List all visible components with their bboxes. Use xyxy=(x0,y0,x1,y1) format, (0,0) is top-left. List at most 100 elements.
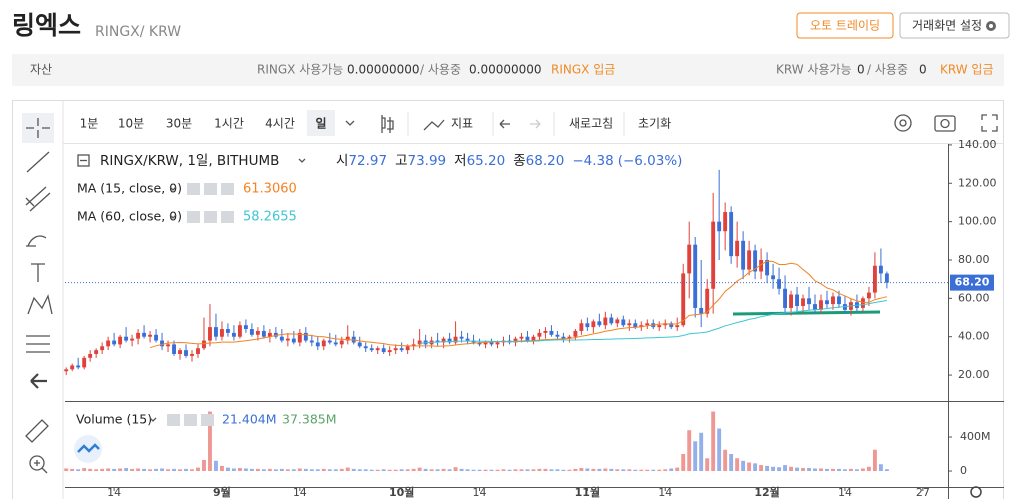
ruler-tool[interactable] xyxy=(25,419,49,443)
trendline-tool[interactable] xyxy=(26,151,50,173)
settings-button[interactable] xyxy=(899,12,1010,39)
snapshot-icon[interactable] xyxy=(934,115,956,132)
reset-button[interactable]: 초기화 xyxy=(638,117,671,131)
ohlc-value: 65.20 xyxy=(467,153,506,169)
measure-tool[interactable] xyxy=(26,335,50,353)
chart-title: RINGX/KRW, 1일, BITHUMB xyxy=(100,153,279,169)
volume-bar xyxy=(483,469,488,472)
interval-button[interactable]: 4시간 xyxy=(265,117,295,131)
volume-bar xyxy=(807,468,811,472)
volume-bar xyxy=(76,469,81,472)
settings-icon[interactable] xyxy=(894,114,912,132)
legend-icon[interactable] xyxy=(204,183,217,195)
indicators-button[interactable]: 지표 xyxy=(451,117,473,131)
auto-trade-label[interactable]: 오토 트레이딩 xyxy=(810,19,880,33)
crosshair-tool[interactable] xyxy=(26,118,50,138)
text-tool[interactable] xyxy=(31,263,45,282)
candle-body xyxy=(411,344,416,347)
volume-bar xyxy=(345,467,350,472)
candle-body xyxy=(705,288,710,314)
candle-body xyxy=(255,330,260,335)
indicator-dropdown[interactable] xyxy=(169,214,177,219)
back-tool[interactable] xyxy=(30,373,47,389)
pattern-tool[interactable] xyxy=(27,294,53,315)
logo-wave xyxy=(77,443,100,453)
candle-body xyxy=(884,273,889,283)
volume-bar xyxy=(261,469,266,472)
interval-dropdown[interactable] xyxy=(345,120,355,126)
auto-trade-button[interactable] xyxy=(796,12,894,39)
candle-body xyxy=(699,307,704,314)
candle-body xyxy=(369,348,374,351)
interval-button[interactable]: 1시간 xyxy=(214,117,244,131)
candle-body xyxy=(399,348,404,351)
interval-button[interactable]: 일 xyxy=(315,117,326,131)
x-tick-label: 12월 xyxy=(754,485,779,499)
axis-settings[interactable] xyxy=(970,486,982,498)
volume-dropdown[interactable] xyxy=(149,417,157,422)
interval-button[interactable]: 1분 xyxy=(80,117,99,131)
settings-label[interactable]: 거래화면 설정 xyxy=(912,19,982,33)
candle-body xyxy=(717,221,722,232)
candle-body xyxy=(819,300,823,310)
candle-body xyxy=(291,338,296,343)
legend-icon[interactable] xyxy=(187,183,200,195)
volume-bar xyxy=(178,469,182,472)
settings-icon-core[interactable] xyxy=(899,119,907,127)
candle-body xyxy=(417,340,422,345)
candle-style-button[interactable] xyxy=(381,115,394,133)
volume-bar xyxy=(477,469,482,472)
indicator-name: MA (60, close, 0) xyxy=(77,209,182,224)
refresh-button[interactable]: 새로고침 xyxy=(569,117,613,131)
legend-icon[interactable] xyxy=(221,211,234,223)
pitchfork-tool[interactable] xyxy=(25,186,51,212)
volume-bar xyxy=(453,467,458,472)
indicator-value: 61.3060 xyxy=(243,182,297,197)
symbol-dropdown[interactable] xyxy=(298,158,306,163)
krw-deposit[interactable]: KRW 입금 xyxy=(940,63,993,77)
candle-body xyxy=(142,332,147,337)
legend-icon[interactable] xyxy=(167,414,180,426)
volume-bar xyxy=(795,467,799,472)
volume-bar xyxy=(249,468,254,472)
current-price-tag xyxy=(950,274,994,291)
zoom-tool[interactable] xyxy=(29,455,45,471)
x-tick-label: 10월 xyxy=(389,485,414,499)
snapshot-lens[interactable] xyxy=(940,118,950,129)
coin-title: 링엑스 xyxy=(12,11,81,40)
interval-button[interactable]: 10분 xyxy=(118,117,144,131)
undo-button[interactable] xyxy=(499,119,510,129)
candle-body xyxy=(166,344,170,347)
volume-bar xyxy=(741,460,746,472)
volume-bar xyxy=(866,466,871,472)
zoom-tool-plus[interactable] xyxy=(34,460,48,474)
fullscreen-icon[interactable] xyxy=(981,114,998,132)
candle-body xyxy=(597,321,602,326)
candle-body xyxy=(333,342,338,345)
legend-icon[interactable] xyxy=(184,414,197,426)
legend-icon[interactable] xyxy=(187,211,200,223)
volume-bar xyxy=(381,469,386,472)
candle-body xyxy=(225,329,230,333)
candle-body xyxy=(567,336,572,339)
volume-bar xyxy=(639,469,644,472)
indicator-icon[interactable] xyxy=(423,119,445,131)
volume-bar xyxy=(561,469,566,472)
interval-button[interactable]: 30분 xyxy=(166,117,192,131)
volume-bar xyxy=(321,468,326,472)
volume-bar xyxy=(633,469,638,472)
indicator-dropdown[interactable] xyxy=(169,186,177,191)
volume-bar xyxy=(387,469,392,472)
brush-tool[interactable] xyxy=(26,235,47,247)
redo-button[interactable] xyxy=(530,119,541,129)
candle-body xyxy=(657,325,662,328)
legend-icon[interactable] xyxy=(201,414,214,426)
coin-deposit[interactable]: RINGX 입금 xyxy=(551,63,615,77)
volume-bar xyxy=(705,458,710,472)
candle-body xyxy=(519,336,524,339)
x-tick-label: 14 xyxy=(658,486,672,499)
legend-icon[interactable] xyxy=(221,183,234,195)
volume-bar xyxy=(567,469,572,472)
collapse-legend[interactable] xyxy=(77,154,90,167)
legend-icon[interactable] xyxy=(204,211,217,223)
